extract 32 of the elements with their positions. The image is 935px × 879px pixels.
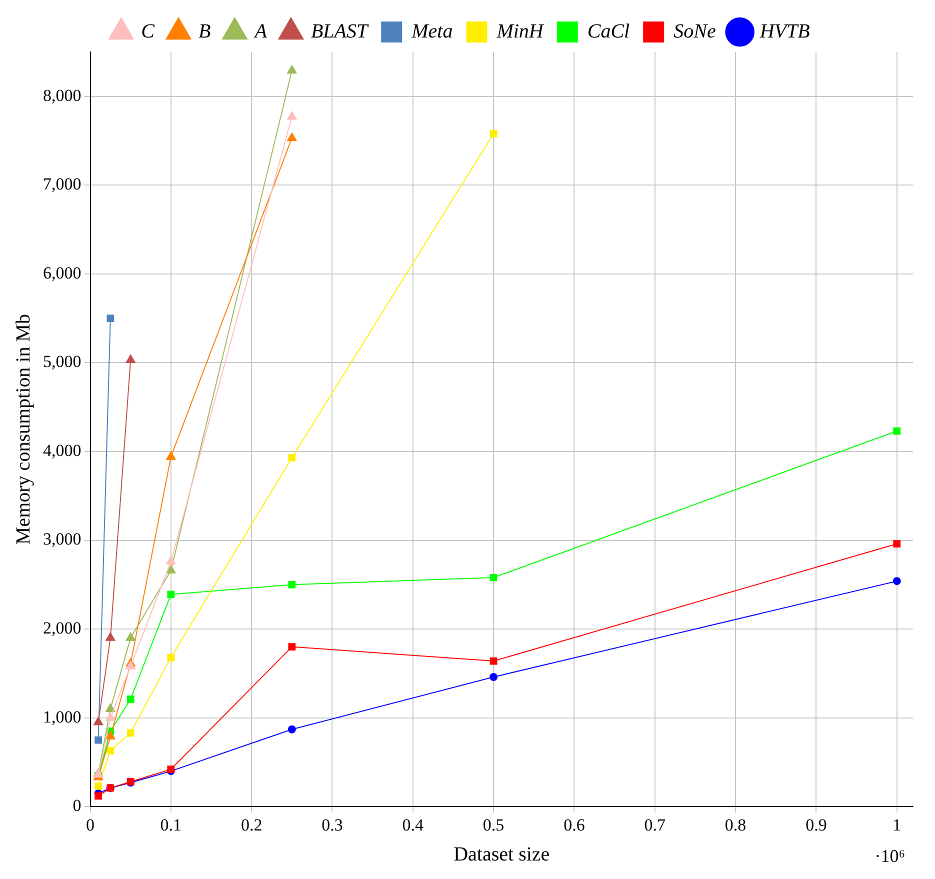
legend-label: CaCl — [587, 20, 630, 42]
text: ·10⁶ — [874, 846, 905, 867]
y-tick-label: 0 — [72, 796, 82, 816]
y-tick-label: 5,000 — [43, 352, 82, 372]
legend-label: BLAST — [310, 20, 370, 42]
y-axis-title: Memory consumption in Mb — [12, 314, 34, 545]
x-tick-label: 0.3 — [322, 815, 343, 834]
x-tick-label: 0.7 — [644, 815, 666, 834]
x-axis-title: Dataset size — [454, 843, 550, 866]
legend-label: B — [198, 20, 211, 42]
legend-label: Meta — [410, 20, 453, 42]
y-tick-label: 8,000 — [43, 86, 82, 105]
y-tick-label: 2,000 — [43, 618, 82, 638]
x-tick-label: 0.8 — [724, 815, 746, 834]
x-tick-label: 0 — [86, 815, 94, 834]
legend-label: MinH — [496, 20, 545, 42]
x-tick-label: 0.9 — [806, 815, 827, 834]
y-tick-label: 6,000 — [43, 263, 82, 282]
y-tick-label: 1,000 — [43, 707, 82, 726]
x-tick-label: 0.1 — [160, 815, 182, 834]
x-tick-label: 1 — [892, 815, 902, 834]
x-tick-label: 0.2 — [240, 815, 262, 834]
legend-label: A — [252, 20, 268, 42]
y-tick-label: 4,000 — [43, 440, 82, 460]
y-tick-label: 7,000 — [43, 174, 82, 194]
legend-label: SoNe — [674, 20, 716, 42]
legend-label: C — [141, 20, 156, 42]
x-tick-label: 0.6 — [564, 815, 585, 834]
x-tick-label: 0.5 — [482, 815, 504, 834]
y-tick-label: 3,000 — [43, 530, 82, 549]
x-tick-label: 0.4 — [402, 815, 424, 834]
legend-label: HVTB — [758, 20, 810, 42]
